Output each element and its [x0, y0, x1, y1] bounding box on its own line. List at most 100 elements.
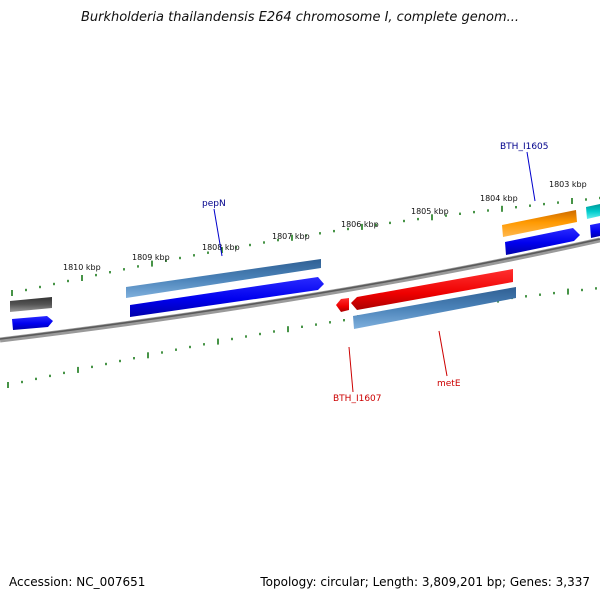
inner-ruler-major-tick	[287, 326, 289, 333]
gene-feature-pepN[interactable]	[126, 259, 321, 298]
inner-ruler-minor-tick	[175, 348, 177, 351]
outer-ruler-major-tick	[501, 205, 503, 212]
outer-ruler-minor-tick	[207, 251, 209, 254]
inner-ruler-minor-tick	[35, 377, 37, 381]
outer-ruler-minor-tick	[249, 243, 251, 247]
ruler-label-1810: 1810 kbp	[63, 263, 101, 272]
gene-feature-metE[interactable]	[353, 287, 516, 329]
outer-ruler-minor-tick	[305, 234, 307, 237]
ruler-label-1806: 1806 kbp	[341, 220, 379, 229]
leader-BTH_I1605	[526, 151, 536, 202]
outer-ruler-minor-tick	[193, 254, 195, 257]
ruler-label-1803: 1803 kbp	[549, 180, 587, 189]
outer-ruler-minor-tick	[333, 229, 335, 233]
outer-ruler-minor-tick	[39, 285, 41, 289]
inner-ruler-minor-tick	[49, 374, 51, 378]
inner-ruler-minor-tick	[63, 371, 65, 375]
inner-ruler-minor-tick	[245, 335, 247, 338]
outer-ruler-minor-tick	[235, 246, 237, 249]
inner-ruler-minor-tick	[189, 345, 191, 349]
gene-label-metE[interactable]: metE	[437, 379, 461, 389]
gene-feature-BTH_I1605[interactable]	[502, 210, 577, 237]
gene-arrow-pepN[interactable]	[130, 277, 324, 317]
outer-ruler-minor-tick	[445, 214, 447, 217]
gene-arrow-BTH_I1607[interactable]	[336, 298, 349, 312]
gene-feature[interactable]	[10, 297, 52, 312]
inner-ruler-major-tick	[7, 382, 9, 388]
gene-label-pepN[interactable]: pepN	[202, 199, 226, 209]
outer-ruler-major-tick	[431, 214, 433, 221]
ruler-label-1805: 1805 kbp	[411, 207, 449, 216]
inner-ruler-minor-tick	[329, 321, 331, 324]
outer-ruler-minor-tick	[389, 221, 391, 225]
inner-ruler-minor-tick	[259, 332, 261, 336]
ruler-label-1807: 1807 kbp	[272, 232, 310, 241]
outer-ruler-minor-tick	[529, 204, 531, 207]
outer-ruler-minor-tick	[473, 210, 475, 214]
leader-metE	[438, 330, 448, 377]
gene-feature-edge[interactable]	[586, 204, 600, 219]
inner-ruler-minor-tick	[343, 319, 345, 322]
inner-ruler-major-tick	[147, 352, 149, 359]
inner-ruler-minor-tick	[119, 359, 121, 363]
outer-ruler	[11, 196, 600, 296]
inner-ruler-minor-tick	[231, 337, 233, 341]
outer-ruler-minor-tick	[25, 288, 27, 292]
outer-ruler-minor-tick	[459, 212, 461, 215]
inner-ruler-major-tick	[77, 366, 79, 373]
outer-ruler-minor-tick	[487, 209, 489, 212]
gene-label-BTH_I1607[interactable]: BTH_I1607	[333, 394, 382, 404]
outer-ruler-minor-tick	[375, 223, 377, 227]
inner-ruler-minor-tick	[161, 351, 163, 354]
inner-ruler-minor-tick	[525, 295, 527, 298]
inner-ruler-major-tick	[567, 288, 569, 295]
inner-ruler-minor-tick	[539, 293, 541, 296]
inner-ruler-minor-tick	[203, 343, 205, 346]
inner-ruler-minor-tick	[553, 291, 555, 295]
map-title: Burkholderia thailandensis E264 chromoso…	[80, 10, 520, 25]
outer-ruler-minor-tick	[515, 206, 517, 209]
outer-ruler-minor-tick	[557, 201, 559, 204]
outer-ruler-minor-tick	[53, 282, 55, 286]
inner-ruler	[7, 287, 597, 388]
inner-ruler-minor-tick	[595, 287, 597, 290]
outer-ruler-minor-tick	[67, 279, 69, 283]
outer-ruler-major-tick	[221, 247, 223, 254]
outer-ruler-minor-tick	[263, 241, 265, 244]
inner-ruler-minor-tick	[273, 330, 275, 333]
outer-ruler-major-tick	[81, 275, 83, 281]
outer-ruler-minor-tick	[95, 273, 97, 277]
chromosome-backbone	[0, 237, 600, 343]
outer-ruler-minor-tick	[417, 217, 419, 221]
accession-text: Accession: NC_007651	[9, 575, 146, 589]
inner-ruler-major-tick	[217, 338, 219, 345]
outer-ruler-major-tick	[151, 260, 153, 267]
inner-ruler-minor-tick	[91, 365, 93, 369]
inner-ruler-minor-tick	[133, 357, 135, 360]
inner-ruler-minor-tick	[105, 362, 107, 366]
inner-ruler-minor-tick	[581, 288, 583, 292]
outer-ruler-minor-tick	[137, 265, 139, 268]
chromosome-backbone-shadow	[0, 238, 600, 340]
outer-ruler-major-tick	[361, 223, 363, 230]
outer-ruler-minor-tick	[585, 198, 587, 201]
outer-ruler-minor-tick	[347, 227, 349, 231]
inner-ruler-minor-tick	[301, 325, 303, 328]
inner-ruler-minor-tick	[21, 380, 23, 384]
ruler-label-1804: 1804 kbp	[480, 194, 518, 203]
gene-label-BTH_I1605[interactable]: BTH_I1605	[500, 142, 549, 152]
inner-ruler-minor-tick	[315, 323, 317, 326]
gene-feature-arrow[interactable]	[12, 316, 53, 330]
gene-arrow-BTH_I1605[interactable]	[505, 228, 580, 255]
outer-ruler-minor-tick	[277, 238, 279, 242]
gene-arrow-metE[interactable]	[351, 269, 513, 310]
ruler-label-1809: 1809 kbp	[132, 253, 170, 262]
gene-arrow-edge[interactable]	[590, 223, 600, 238]
outer-ruler-minor-tick	[123, 268, 125, 271]
topology-text: Topology: circular; Length: 3,809,201 bp…	[260, 575, 590, 589]
leader-pepN	[213, 208, 223, 257]
outer-ruler-minor-tick	[319, 232, 321, 235]
leader-BTH_I1607	[348, 346, 354, 393]
outer-ruler-minor-tick	[179, 256, 181, 260]
